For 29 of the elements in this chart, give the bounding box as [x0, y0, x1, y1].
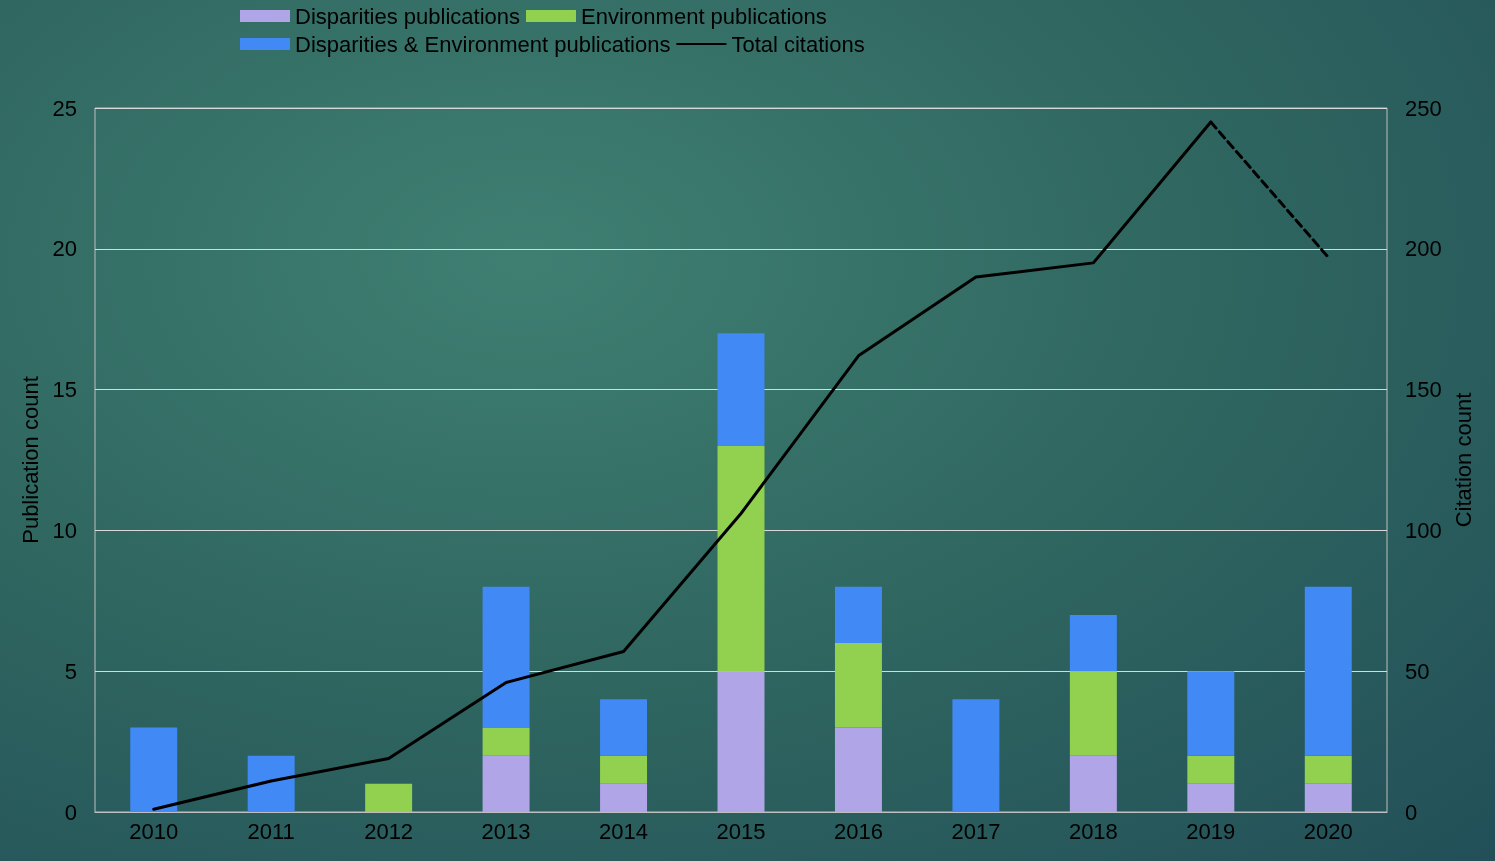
- y2-axis-title: Citation count: [1451, 392, 1477, 528]
- x-tick-label: 2011: [247, 818, 295, 844]
- y2-tick-label: 0: [1405, 799, 1418, 825]
- x-tick-label: 2012: [364, 818, 414, 844]
- x-tick-label: 2010: [129, 818, 179, 844]
- legend-label: Disparities & Environment publications: [295, 31, 671, 57]
- y-tick-label: 15: [52, 377, 77, 403]
- y-tick-label: 25: [52, 95, 77, 121]
- x-tick-label: 2014: [599, 818, 649, 844]
- x-tick-label: 2016: [833, 818, 883, 844]
- x-tick-label: 2015: [716, 818, 766, 844]
- x-tick-label: 2019: [1186, 818, 1236, 844]
- legend-label: Environment publications: [581, 3, 827, 29]
- y2-tick-label: 250: [1405, 95, 1442, 121]
- y2-tick-label: 200: [1405, 236, 1442, 262]
- x-tick-label: 2013: [481, 818, 531, 844]
- y2-tick-label: 50: [1405, 658, 1430, 684]
- y-tick-label: 20: [52, 236, 77, 262]
- y-tick-label: 5: [64, 658, 77, 684]
- x-tick-label: 2020: [1303, 818, 1353, 844]
- y-tick-label: 10: [52, 517, 77, 543]
- legend-label: Total citations: [731, 31, 865, 57]
- y2-tick-label: 150: [1405, 377, 1442, 403]
- x-tick-label: 2018: [1068, 818, 1118, 844]
- y2-tick-label: 100: [1405, 517, 1442, 543]
- x-tick-label: 2017: [951, 818, 1001, 844]
- y-tick-label: 0: [64, 799, 77, 825]
- legend-label: Disparities publications: [295, 3, 520, 29]
- y-axis-title: Publication count: [18, 376, 44, 544]
